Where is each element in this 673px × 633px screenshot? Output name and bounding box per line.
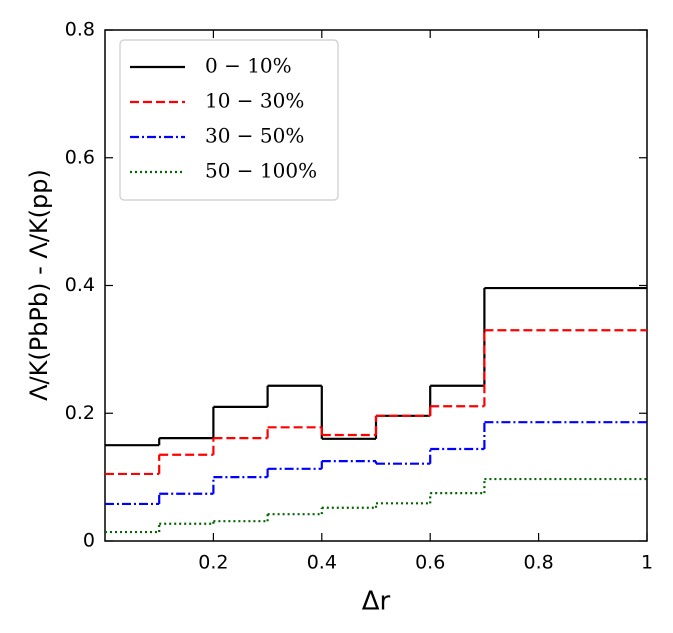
y-tick-label: 0.4 xyxy=(65,274,95,296)
legend-label: 0 − 10% xyxy=(205,54,292,78)
legend-box xyxy=(119,39,339,201)
y-axis-label: Λ/K(PbPb) - Λ/K(pp) xyxy=(25,169,53,401)
x-tick-label: 0.8 xyxy=(523,552,553,574)
y-tick-label: 0.2 xyxy=(65,402,95,424)
y-tick-label: 0 xyxy=(83,530,95,552)
x-tick-label: 0.4 xyxy=(307,552,337,574)
legend-label: 50 − 100% xyxy=(205,159,317,183)
y-tick-label: 0.8 xyxy=(65,19,95,41)
x-tick-label: 1 xyxy=(641,552,653,574)
legend-label: 10 − 30% xyxy=(205,89,304,113)
x-tick-label: 0.6 xyxy=(415,552,445,574)
x-tick-label: 0.2 xyxy=(198,552,228,574)
legend-label: 30 − 50% xyxy=(205,124,304,148)
x-axis-label: Δr xyxy=(362,587,391,617)
y-tick-label: 0.6 xyxy=(65,146,95,168)
